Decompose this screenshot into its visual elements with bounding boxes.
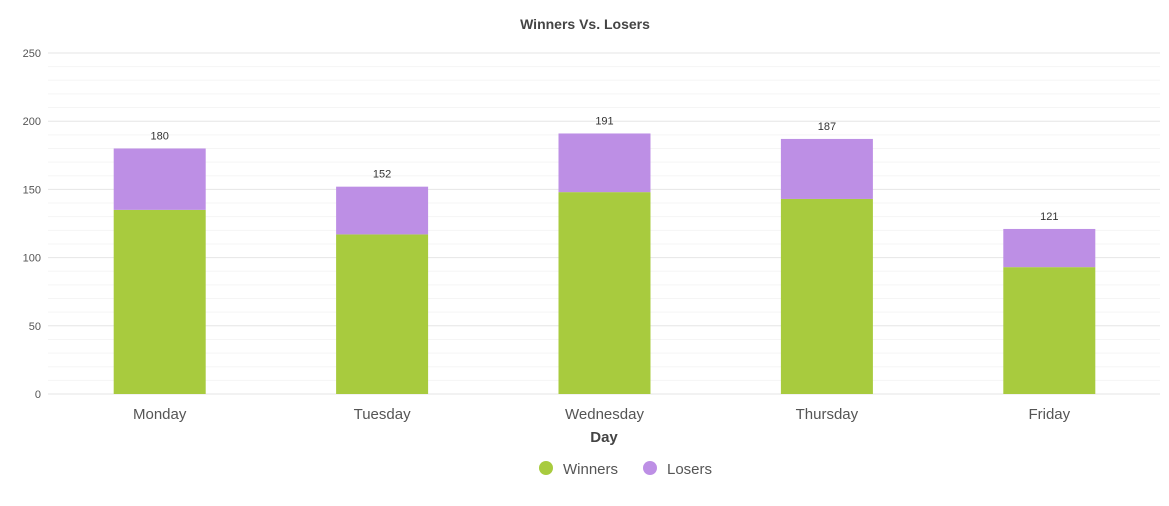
legend-item-losers[interactable]: Losers: [643, 461, 712, 478]
bar-winners-friday[interactable]: [1003, 267, 1096, 394]
legend-marker: [539, 461, 553, 475]
bar-winners-thursday[interactable]: [780, 198, 873, 394]
bar-losers-monday[interactable]: [113, 148, 206, 210]
legend-marker: [643, 461, 657, 475]
total-labels: 180 152 191 187 121: [151, 115, 1059, 222]
chart-title: Winners Vs. Losers: [520, 16, 650, 32]
bar-losers-friday[interactable]: [1003, 228, 1096, 268]
y-tick-label: 250: [23, 48, 41, 60]
bar-winners-monday[interactable]: [113, 209, 206, 394]
x-tick-label: Thursday: [796, 406, 859, 423]
x-tick-label: Wednesday: [565, 406, 644, 423]
x-axis-ticks: Monday Tuesday Wednesday Thursday Friday: [133, 406, 1071, 423]
x-tick-label: Tuesday: [354, 406, 411, 423]
y-tick-label: 0: [35, 389, 41, 401]
legend-item-winners[interactable]: Winners: [539, 461, 618, 478]
total-label: 191: [595, 115, 613, 127]
y-axis-ticks: 0 50 100 150 200 250: [23, 48, 41, 401]
bar-winners-wednesday[interactable]: [558, 192, 651, 394]
x-axis-title: Day: [590, 429, 618, 446]
x-tick-label: Monday: [133, 406, 187, 423]
bar-winners-tuesday[interactable]: [336, 234, 429, 394]
total-label: 152: [373, 169, 391, 181]
legend[interactable]: Winners Losers: [539, 461, 712, 478]
y-tick-label: 200: [23, 116, 41, 128]
bar-losers-thursday[interactable]: [780, 138, 873, 199]
total-label: 180: [151, 130, 169, 142]
y-tick-label: 150: [23, 184, 41, 196]
total-label: 187: [818, 121, 836, 133]
y-tick-label: 100: [23, 253, 41, 265]
legend-label: Winners: [563, 461, 618, 478]
bar-losers-tuesday[interactable]: [336, 186, 429, 235]
bar-losers-wednesday[interactable]: [558, 133, 651, 193]
total-label: 121: [1040, 211, 1058, 223]
bars: [113, 133, 1096, 394]
legend-label: Losers: [667, 461, 712, 478]
y-tick-label: 50: [29, 321, 41, 333]
x-tick-label: Friday: [1028, 406, 1070, 423]
